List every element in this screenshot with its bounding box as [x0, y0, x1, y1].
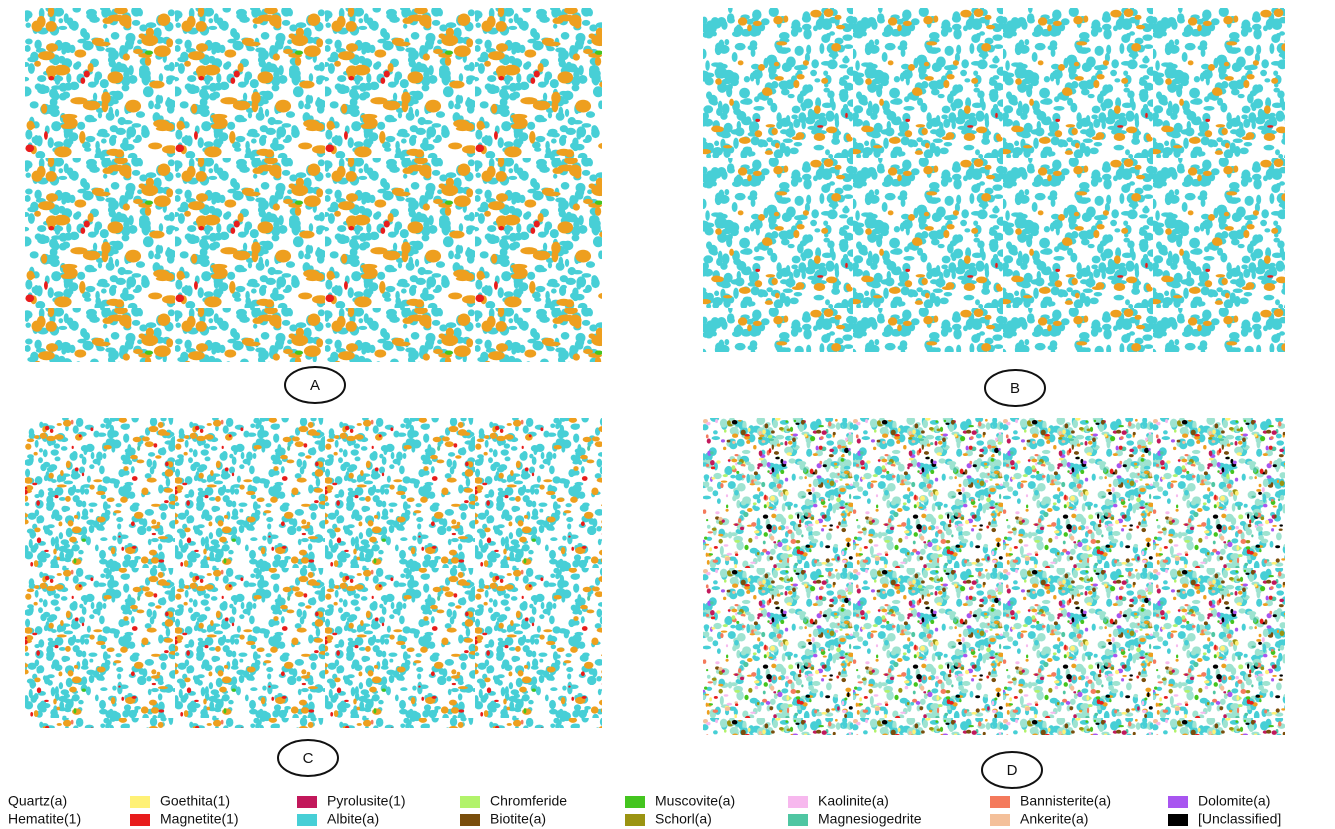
legend-label: Kaolinite(a)	[818, 793, 889, 809]
legend-label: Biotite(a)	[490, 811, 546, 827]
legend-swatch	[625, 796, 645, 808]
legend-swatch	[130, 796, 150, 808]
mineral-map	[703, 8, 1285, 352]
legend-swatch	[990, 796, 1010, 808]
legend-label: Quartz(a)	[8, 793, 67, 809]
legend-label: Pyrolusite(1)	[327, 793, 406, 809]
legend-label: Dolomite(a)	[1198, 793, 1270, 809]
legend-label: Magnesiogedrite	[818, 811, 922, 827]
legend-swatch	[625, 814, 645, 826]
panel-label-circle	[284, 366, 346, 404]
panel-label: B	[1010, 380, 1020, 397]
panel-label-circle	[981, 751, 1043, 789]
mineral-map	[25, 8, 602, 362]
panel-label-circle	[277, 739, 339, 777]
mineral-map	[703, 418, 1285, 735]
panel-label: C	[303, 750, 314, 767]
panel-label: A	[310, 377, 320, 394]
legend-swatch	[297, 796, 317, 808]
legend-swatch	[990, 814, 1010, 826]
legend-label: Ankerite(a)	[1020, 811, 1088, 827]
legend-swatch	[1168, 796, 1188, 808]
panel-label: D	[1007, 762, 1018, 779]
legend-swatch	[788, 814, 808, 826]
legend-swatch	[460, 796, 480, 808]
legend-label: Albite(a)	[327, 811, 379, 827]
mineral-map	[25, 418, 602, 728]
legend-swatch	[130, 814, 150, 826]
panel-label-circle	[984, 369, 1046, 407]
legend-swatch	[297, 814, 317, 826]
legend-swatch	[460, 814, 480, 826]
legend-label: Goethita(1)	[160, 793, 230, 809]
legend-label: Hematite(1)	[8, 811, 81, 827]
legend-label: Muscovite(a)	[655, 793, 735, 809]
legend-label: Magnetite(1)	[160, 811, 239, 827]
legend-label: Chromferide	[490, 793, 567, 809]
legend-swatch	[788, 796, 808, 808]
legend-label: Schorl(a)	[655, 811, 712, 827]
legend-swatch	[1168, 814, 1188, 826]
legend-label: [Unclassified]	[1198, 811, 1281, 827]
legend-label: Bannisterite(a)	[1020, 793, 1111, 809]
